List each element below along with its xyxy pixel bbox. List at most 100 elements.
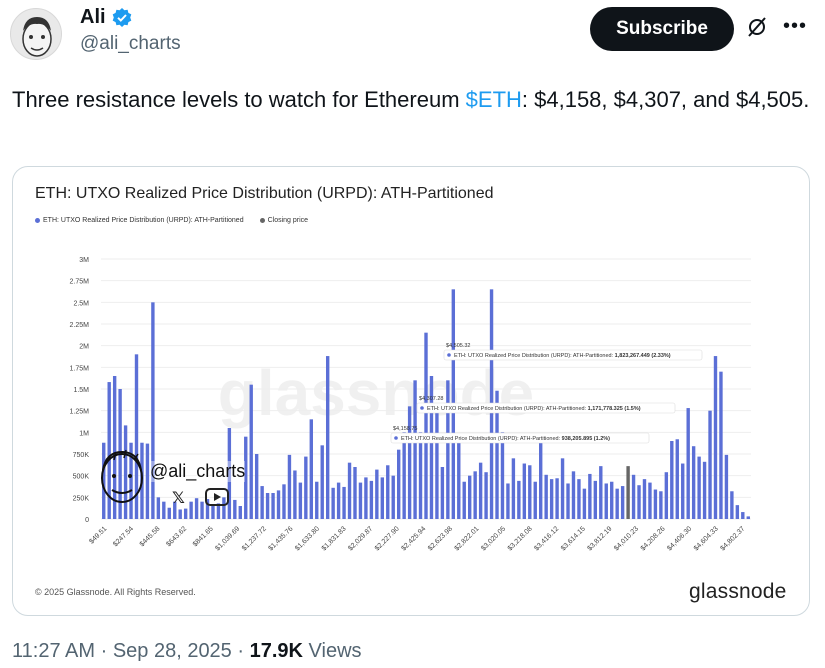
x-logo-icon: 𝕏: [172, 490, 185, 507]
annotation-value: 1,171,778.325 (1.5%): [588, 406, 641, 412]
urpd-bar: [358, 482, 363, 519]
urpd-bar: [418, 432, 423, 519]
urpd-bar: [566, 483, 570, 519]
urpd-bar: [162, 501, 166, 519]
glassnode-watermark: glassnode: [218, 357, 535, 429]
urpd-bar: [719, 371, 723, 519]
author-name[interactable]: Ali: [80, 6, 106, 28]
urpd-bar: [244, 436, 248, 519]
x-tick-label: $2,822.01: [454, 525, 481, 552]
urpd-bar: [610, 481, 614, 519]
urpd-bar: [522, 463, 527, 519]
more-dots-icon[interactable]: •••: [783, 15, 808, 37]
urpd-bar: [500, 432, 505, 519]
y-tick-label: 1.5M: [73, 387, 89, 394]
urpd-bar: [664, 472, 669, 519]
annotation-text: ETH: UTXO Realized Price Distribution (U…: [454, 353, 671, 359]
avatar[interactable]: [10, 8, 62, 60]
x-tick-label: $643.62: [165, 525, 188, 548]
legend-label-urpd: ETH: UTXO Realized Price Distribution (U…: [43, 217, 244, 224]
urpd-bar: [386, 465, 390, 519]
x-tick-label: $841.65: [192, 525, 215, 548]
urpd-bar: [238, 506, 242, 519]
urpd-bar: [435, 406, 439, 519]
urpd-bar: [642, 479, 647, 519]
price-annotation: $4,158.75 ETH: UTXO Realized Price Distri…: [390, 426, 650, 444]
urpd-bar: [599, 466, 603, 519]
urpd-bar: [517, 480, 521, 519]
urpd-bar: [287, 454, 292, 519]
cashtag-link[interactable]: $ETH: [465, 87, 522, 112]
annotation-text: ETH: UTXO Realized Price Distribution (U…: [427, 406, 641, 412]
urpd-bar: [282, 484, 286, 519]
chart-legend: ETH: UTXO Realized Price Distribution (U…: [35, 217, 308, 224]
annotation-value: 938,205.895 (1.2%): [562, 436, 610, 442]
urpd-bar: [112, 376, 117, 519]
x-tick-label: $4,802.37: [719, 525, 746, 552]
urpd-bar: [178, 509, 182, 519]
annotation-value: 1,823,267.449 (2.33%): [615, 353, 671, 359]
x-tick-label: $3,218.08: [507, 525, 534, 552]
y-tick-label: 2M: [79, 344, 89, 351]
urpd-bar: [189, 501, 193, 519]
urpd-bar: [265, 493, 270, 519]
urpd-bar: [637, 485, 641, 519]
urpd-bar: [549, 479, 554, 519]
chart-image-card[interactable]: glassnode 0 250K 500K 750K 1M 1.25M 1.5M 1.75M 2M…: [12, 166, 810, 616]
urpd-bar: [615, 488, 619, 519]
tweet-date[interactable]: Sep 28, 2025: [112, 640, 232, 662]
annotation-box: [416, 402, 676, 414]
urpd-bar: [604, 483, 608, 519]
urpd-bar: [473, 471, 477, 519]
urpd-bar: [675, 439, 679, 519]
urpd-bar: [495, 390, 499, 519]
urpd-bar: [462, 481, 466, 519]
price-annotation: $4,505.32 ETH: UTXO Realized Price Distri…: [443, 343, 703, 361]
copyright-text: © 2025 Glassnode. All Rights Reserved.: [35, 587, 196, 597]
urpd-bar: [151, 302, 155, 519]
urpd-bar: [588, 473, 592, 519]
x-tick-label: $3,812.19: [587, 525, 614, 552]
urpd-bar: [353, 467, 357, 519]
x-tick-label: $247.54: [112, 525, 135, 548]
urpd-bar: [211, 506, 215, 519]
urpd-bar: [249, 384, 253, 519]
urpd-bar: [506, 483, 510, 519]
legend-item-urpd: ETH: UTXO Realized Price Distribution (U…: [35, 217, 244, 224]
urpd-bar: [582, 488, 587, 519]
x-tick-label: $4,406.30: [666, 525, 693, 552]
urpd-bar: [670, 441, 674, 519]
y-tick-label: 0: [85, 517, 89, 524]
urpd-bar: [402, 432, 406, 519]
urpd-bar: [544, 474, 548, 519]
urpd-bar: [746, 516, 750, 519]
y-tick-label: 250K: [73, 495, 90, 502]
urpd-bar: [539, 442, 543, 519]
urpd-bar: [129, 442, 133, 519]
y-tick-label: 2.5M: [73, 300, 89, 307]
urpd-bar: [260, 486, 264, 519]
urpd-bar: [380, 477, 384, 519]
grok-slash-icon[interactable]: [746, 16, 768, 43]
urpd-bar: [478, 462, 483, 519]
annotation-price: $4,307.28: [419, 396, 443, 402]
x-tick-label: $445.58: [139, 525, 162, 548]
tweet-time[interactable]: 11:27 AM: [12, 640, 96, 662]
annotation-text: ETH: UTXO Realized Price Distribution (U…: [401, 436, 610, 442]
urpd-bar: [697, 456, 701, 519]
tweet-meta: 11:27 AM · Sep 28, 2025 · 17.9K Views: [12, 640, 362, 662]
urpd-bar: [309, 419, 313, 519]
urpd-bar: [134, 354, 139, 519]
urpd-chart: glassnode 0 250K 500K 750K 1M 1.25M 1.5M 1.75M 2M…: [70, 257, 751, 552]
price-annotation: $4,307.28 ETH: UTXO Realized Price Distri…: [416, 396, 676, 414]
urpd-bar: [276, 490, 281, 519]
urpd-bar: [331, 487, 335, 519]
urpd-bar: [533, 481, 537, 519]
x-tick-label: $3,020.05: [480, 525, 507, 552]
urpd-bar: [713, 356, 718, 519]
urpd-bar: [429, 376, 434, 519]
subscribe-button[interactable]: Subscribe: [590, 7, 734, 51]
urpd-bar: [659, 491, 663, 519]
author-handle[interactable]: @ali_charts: [80, 33, 181, 54]
annotation-price: $4,505.32: [446, 343, 470, 349]
